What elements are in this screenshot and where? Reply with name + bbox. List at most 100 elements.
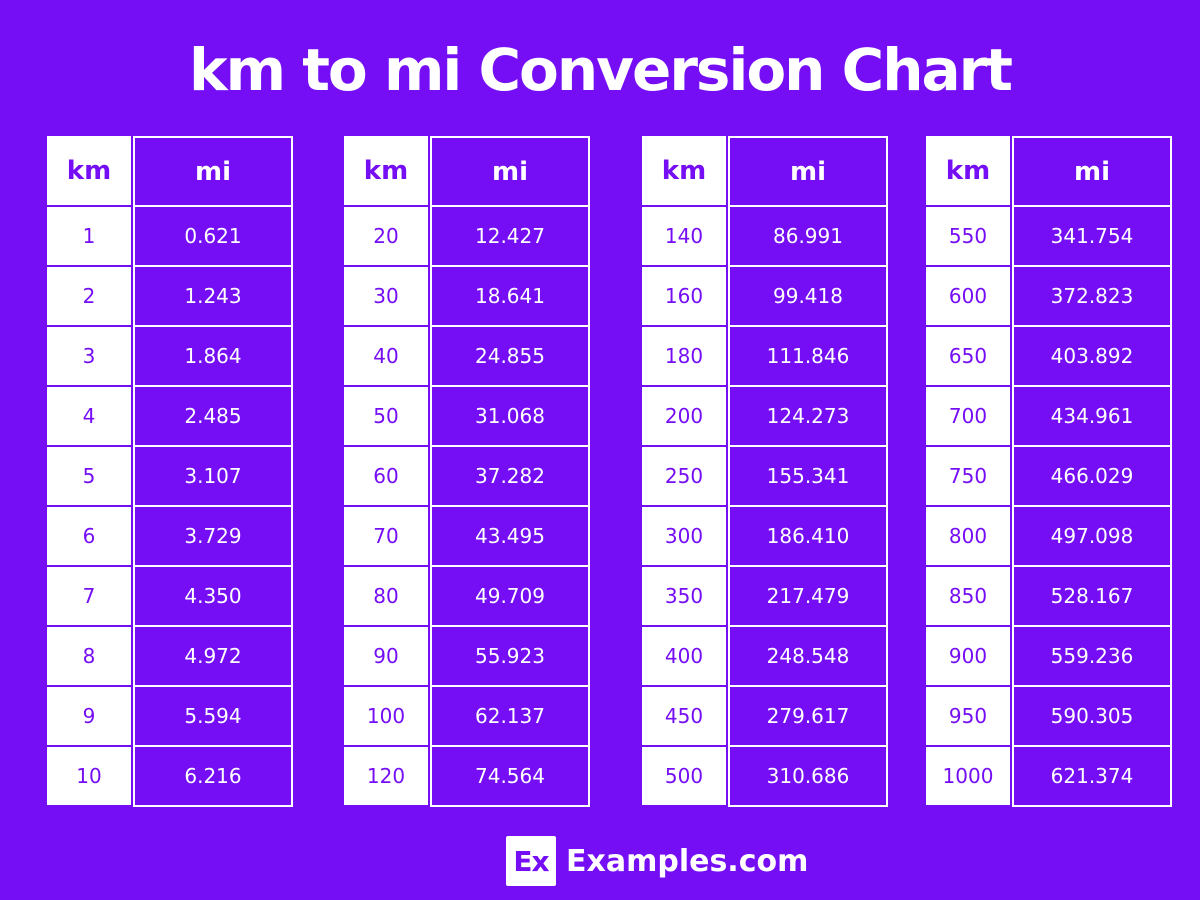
table-row: 900 559.236: [926, 627, 1172, 687]
mi-cell: 3.107: [133, 447, 293, 507]
table-row: 120 74.564: [344, 747, 590, 807]
km-cell: 120: [344, 747, 428, 805]
mi-cell: 55.923: [430, 627, 590, 687]
mi-cell: 1.864: [133, 327, 293, 387]
logo-text: Examples.com: [566, 843, 809, 879]
km-cell: 60: [344, 447, 428, 505]
mi-cell: 341.754: [1012, 207, 1172, 267]
mi-cell: 86.991: [728, 207, 888, 267]
mi-cell: 49.709: [430, 567, 590, 627]
table-row: 6 3.729: [47, 507, 293, 567]
km-cell: 3: [47, 327, 131, 385]
table-row: 2 1.243: [47, 267, 293, 327]
table-row: 40 24.855: [344, 327, 590, 387]
km-cell: 1: [47, 207, 131, 265]
km-cell: 8: [47, 627, 131, 685]
mi-cell: 0.621: [133, 207, 293, 267]
page-title: km to mi Conversion Chart: [189, 36, 1013, 104]
km-cell: 20: [344, 207, 428, 265]
mi-cell: 4.972: [133, 627, 293, 687]
mi-cell: 248.548: [728, 627, 888, 687]
km-cell: 2: [47, 267, 131, 325]
mi-cell: 279.617: [728, 687, 888, 747]
mi-cell: 497.098: [1012, 507, 1172, 567]
km-cell: 850: [926, 567, 1010, 625]
km-cell: 90: [344, 627, 428, 685]
table-row: 10 6.216: [47, 747, 293, 807]
conversion-table: km mi 140 86.991 160 99.418 180 111.846 200 124.2…: [642, 136, 888, 807]
mi-cell: 155.341: [728, 447, 888, 507]
table-header: km mi: [344, 136, 590, 207]
mi-cell: 4.350: [133, 567, 293, 627]
table-row: 5 3.107: [47, 447, 293, 507]
km-cell: 1000: [926, 747, 1010, 805]
km-cell: 300: [642, 507, 726, 565]
table-row: 850 528.167: [926, 567, 1172, 627]
conversion-table: km mi 20 12.427 30 18.641 40 24.855 50 31.068 60 37…: [344, 136, 590, 807]
table-row: 1000 621.374: [926, 747, 1172, 807]
table-row: 3 1.864: [47, 327, 293, 387]
mi-cell: 403.892: [1012, 327, 1172, 387]
mi-cell: 111.846: [728, 327, 888, 387]
km-cell: 750: [926, 447, 1010, 505]
table-row: 450 279.617: [642, 687, 888, 747]
table-row: 180 111.846: [642, 327, 888, 387]
table-row: 8 4.972: [47, 627, 293, 687]
km-cell: 9: [47, 687, 131, 745]
table-row: 160 99.418: [642, 267, 888, 327]
mi-cell: 99.418: [728, 267, 888, 327]
table-row: 7 4.350: [47, 567, 293, 627]
km-cell: 350: [642, 567, 726, 625]
km-cell: 500: [642, 747, 726, 805]
table-row: 60 37.282: [344, 447, 590, 507]
mi-cell: 62.137: [430, 687, 590, 747]
mi-cell: 310.686: [728, 747, 888, 807]
km-cell: 100: [344, 687, 428, 745]
mi-cell: 12.427: [430, 207, 590, 267]
table-row: 70 43.495: [344, 507, 590, 567]
mi-cell: 466.029: [1012, 447, 1172, 507]
header-km: km: [47, 136, 131, 205]
km-cell: 250: [642, 447, 726, 505]
mi-cell: 31.068: [430, 387, 590, 447]
mi-cell: 24.855: [430, 327, 590, 387]
header-km: km: [344, 136, 428, 205]
table-row: 700 434.961: [926, 387, 1172, 447]
km-cell: 80: [344, 567, 428, 625]
km-cell: 7: [47, 567, 131, 625]
table-row: 50 31.068: [344, 387, 590, 447]
km-cell: 200: [642, 387, 726, 445]
km-cell: 140: [642, 207, 726, 265]
table-row: 250 155.341: [642, 447, 888, 507]
mi-cell: 528.167: [1012, 567, 1172, 627]
mi-cell: 621.374: [1012, 747, 1172, 807]
table-row: 350 217.479: [642, 567, 888, 627]
km-cell: 30: [344, 267, 428, 325]
table-header: km mi: [47, 136, 293, 207]
table-row: 300 186.410: [642, 507, 888, 567]
header-km: km: [642, 136, 726, 205]
table-row: 30 18.641: [344, 267, 590, 327]
header-mi: mi: [1012, 136, 1172, 207]
table-header: km mi: [642, 136, 888, 207]
examples-logo: Ex Examples.com: [506, 836, 808, 886]
table-row: 550 341.754: [926, 207, 1172, 267]
km-cell: 900: [926, 627, 1010, 685]
table-row: 500 310.686: [642, 747, 888, 807]
mi-cell: 3.729: [133, 507, 293, 567]
conversion-table: km mi 550 341.754 600 372.823 650 403.892 700 434…: [926, 136, 1172, 807]
mi-cell: 5.594: [133, 687, 293, 747]
km-cell: 700: [926, 387, 1010, 445]
km-cell: 950: [926, 687, 1010, 745]
km-cell: 180: [642, 327, 726, 385]
km-cell: 50: [344, 387, 428, 445]
header-mi: mi: [728, 136, 888, 207]
header-mi: mi: [133, 136, 293, 207]
mi-cell: 2.485: [133, 387, 293, 447]
table-row: 750 466.029: [926, 447, 1172, 507]
mi-cell: 1.243: [133, 267, 293, 327]
mi-cell: 559.236: [1012, 627, 1172, 687]
table-row: 100 62.137: [344, 687, 590, 747]
km-cell: 650: [926, 327, 1010, 385]
table-row: 600 372.823: [926, 267, 1172, 327]
